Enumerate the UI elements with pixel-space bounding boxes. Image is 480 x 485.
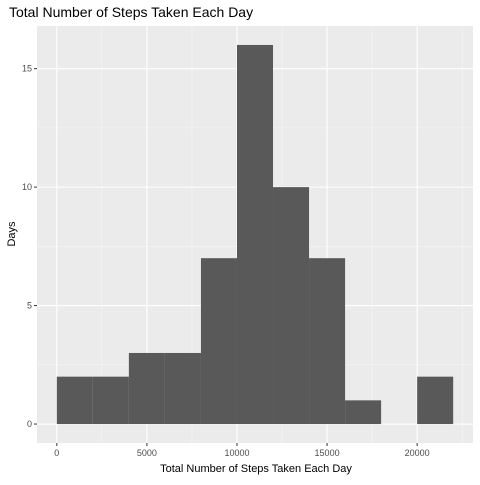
- y-tick-label: 5: [27, 301, 32, 311]
- x-tick-label: 0: [54, 448, 59, 458]
- x-axis-title: Total Number of Steps Taken Each Day: [160, 463, 352, 475]
- histogram-bar: [236, 44, 274, 425]
- histogram-bar: [273, 187, 310, 425]
- histogram-bar: [200, 258, 237, 425]
- x-tick-label: 10000: [224, 448, 249, 458]
- x-tick-label: 15000: [315, 448, 340, 458]
- histogram-bars: [56, 44, 454, 425]
- y-tick-label: 0: [27, 419, 32, 429]
- histogram-bar: [345, 400, 382, 425]
- histogram-bar: [309, 258, 346, 425]
- y-axis-title: Days: [6, 221, 18, 247]
- x-tick-label: 5000: [137, 448, 157, 458]
- histogram-bar: [164, 352, 201, 425]
- x-axis: 0 5000 10000 15000 20000: [54, 443, 430, 458]
- y-tick-label: 10: [22, 182, 32, 192]
- histogram-bar: [128, 352, 165, 425]
- y-tick-label: 15: [22, 64, 32, 74]
- histogram-bar: [56, 376, 93, 425]
- x-tick-label: 20000: [405, 448, 430, 458]
- histogram-bar: [92, 376, 129, 425]
- histogram-bar: [417, 376, 454, 425]
- chart-title: Total Number of Steps Taken Each Day: [9, 4, 253, 20]
- y-axis: 0 5 10 15: [22, 64, 37, 429]
